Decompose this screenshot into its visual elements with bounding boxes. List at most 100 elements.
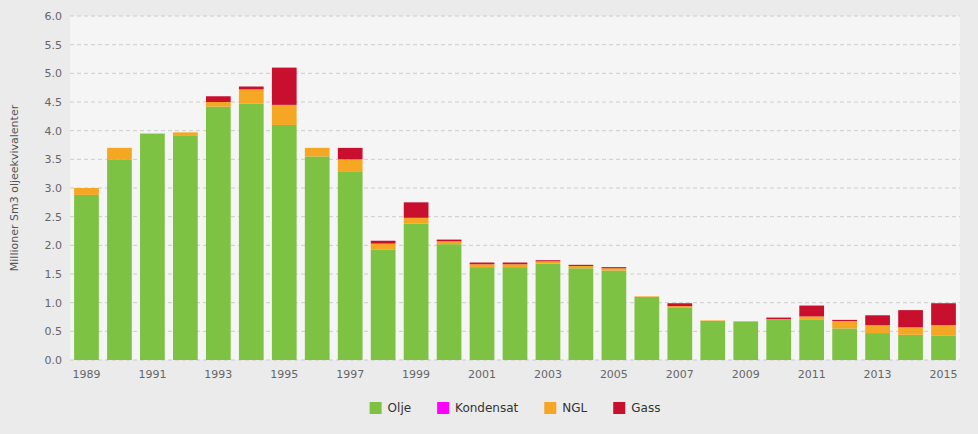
legend-item: NGL	[544, 401, 587, 415]
bar-segment	[602, 268, 627, 270]
bar-segment	[437, 241, 462, 244]
bar-segment	[602, 267, 627, 268]
bar-segment	[404, 202, 429, 217]
x-tick-label: 2013	[864, 368, 892, 381]
bar-segment	[140, 133, 165, 134]
bar-segment	[865, 315, 890, 325]
bar-segment	[239, 87, 264, 90]
bar-segment	[733, 321, 758, 322]
grid-line	[70, 216, 960, 217]
bar-segment	[437, 244, 462, 360]
bar-segment	[140, 134, 165, 360]
y-tick-label: 1.5	[45, 268, 63, 281]
bar-segment	[140, 133, 165, 134]
bar-segment	[206, 102, 231, 107]
bar-segment	[404, 218, 429, 224]
bar-segment	[371, 249, 396, 360]
bar-segment	[799, 316, 824, 319]
y-tick-label: 0.0	[45, 354, 63, 367]
bar-segment	[338, 148, 363, 159]
y-tick-label: 5.5	[45, 39, 63, 52]
x-tick-label: 1999	[402, 368, 430, 381]
bar-segment	[766, 319, 791, 320]
bars	[74, 68, 956, 360]
legend-swatch	[544, 402, 556, 414]
bar-segment	[107, 148, 132, 159]
y-tick-label: 3.0	[45, 182, 63, 195]
series	[74, 104, 956, 360]
bar-segment	[931, 303, 956, 325]
legend-label: Gass	[631, 401, 660, 415]
bar-segment	[305, 156, 330, 360]
bar-segment	[766, 318, 791, 320]
y-tick-label: 4.0	[45, 125, 63, 138]
bar-segment	[733, 322, 758, 360]
bar-segment	[569, 268, 594, 360]
bar-segment	[602, 271, 627, 360]
plot-area	[70, 16, 960, 360]
x-tick-label: 2001	[468, 368, 496, 381]
legend-swatch	[437, 402, 449, 414]
x-tick-label: 2007	[666, 368, 694, 381]
y-tick-label: 4.5	[45, 96, 63, 109]
grid-line	[70, 159, 960, 160]
bar-segment	[272, 125, 297, 360]
x-tick-label: 2015	[930, 368, 958, 381]
legend-label: Olje	[388, 401, 412, 415]
chart: 0.00.51.01.52.02.53.03.54.04.55.05.56.0M…	[0, 0, 978, 434]
bar-segment	[569, 265, 594, 266]
bar-segment	[667, 306, 692, 307]
bar-segment	[338, 172, 363, 360]
bar-segment	[832, 320, 857, 321]
y-tick-label: 2.0	[45, 239, 63, 252]
x-tick-label: 1997	[336, 368, 364, 381]
x-tick-label: 1991	[138, 368, 166, 381]
bar-segment	[634, 297, 659, 360]
grid-line	[70, 16, 960, 17]
bar-segment	[74, 195, 99, 360]
bar-segment	[239, 104, 264, 360]
bar-segment	[634, 296, 659, 297]
x-tick-label: 2009	[732, 368, 760, 381]
bar-segment	[503, 267, 528, 360]
bar-segment	[700, 321, 725, 360]
grid-line	[70, 130, 960, 131]
bar-segment	[503, 263, 528, 265]
bar-segment	[667, 303, 692, 306]
bar-segment	[898, 335, 923, 360]
y-tick-labels: 0.00.51.01.52.02.53.03.54.04.55.05.56.0	[45, 10, 63, 367]
bar-segment	[371, 241, 396, 244]
bar-segment	[305, 148, 330, 157]
bar-segment	[470, 263, 495, 265]
legend-item: Kondensat	[437, 401, 518, 415]
grid-line	[70, 44, 960, 45]
bar-segment	[536, 264, 561, 360]
bar-segment	[799, 306, 824, 317]
bar-segment	[733, 321, 758, 323]
bar-segment	[206, 96, 231, 102]
bar-segment	[404, 224, 429, 360]
bar-segment	[437, 240, 462, 242]
y-tick-label: 6.0	[45, 10, 63, 23]
grid-line	[70, 245, 960, 246]
legend-swatch	[370, 402, 382, 414]
bar-segment	[700, 321, 725, 322]
y-tick-label: 3.5	[45, 153, 63, 166]
legend-item: Gass	[613, 401, 660, 415]
bar-segment	[305, 147, 330, 148]
bar-segment	[634, 296, 659, 298]
x-tick-label: 1989	[72, 368, 100, 381]
legend-label: NGL	[562, 401, 587, 415]
background	[0, 0, 978, 434]
x-tick-label: 2005	[600, 368, 628, 381]
grid-line	[70, 188, 960, 189]
bar-segment	[898, 310, 923, 327]
bar-segment	[536, 260, 561, 261]
bar-segment	[667, 307, 692, 308]
bar-segment	[503, 264, 528, 267]
bar-segment	[700, 320, 725, 322]
bar-segment	[733, 321, 758, 322]
y-axis-label: Millioner Sm3 oljeekvivalenter	[8, 104, 21, 271]
x-tick-labels: 1989199119931995199719992001200320052007…	[72, 368, 957, 381]
bar-segment	[700, 320, 725, 321]
